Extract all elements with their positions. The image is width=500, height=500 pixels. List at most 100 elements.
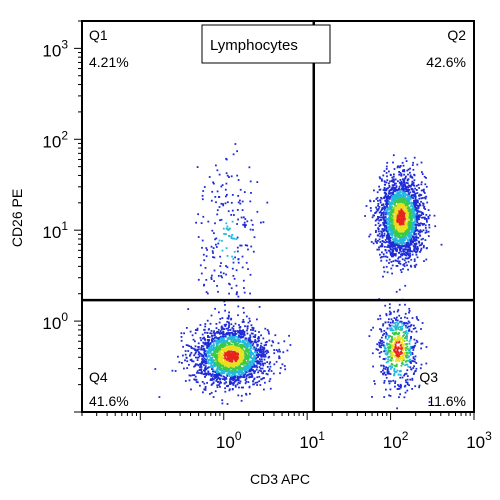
event-dot <box>230 317 233 320</box>
event-dot <box>388 186 391 188</box>
event-dot <box>217 381 219 383</box>
event-dot <box>225 360 227 363</box>
event-dot <box>222 327 225 330</box>
event-dot <box>396 369 399 372</box>
event-dot <box>423 190 425 193</box>
event-dot <box>183 332 185 335</box>
event-dot <box>219 335 222 338</box>
event-dot <box>410 330 413 333</box>
event-dot <box>404 384 407 387</box>
event-dot <box>233 343 236 346</box>
event-dot <box>401 341 403 344</box>
event-dot <box>384 374 387 376</box>
event-dot <box>380 245 383 248</box>
event-dot <box>402 239 404 242</box>
event-dot <box>262 372 264 375</box>
event-dot <box>411 317 414 319</box>
event-dot <box>396 226 399 228</box>
event-dot <box>417 224 420 227</box>
event-dot <box>218 321 221 324</box>
event-dot <box>234 354 236 356</box>
event-dot <box>404 184 407 187</box>
event-dot <box>411 379 414 381</box>
event-dot <box>396 350 399 353</box>
event-dot <box>219 353 221 356</box>
event-dot <box>396 355 399 358</box>
event-dot <box>406 231 409 234</box>
event-dot <box>219 356 222 359</box>
event-dot <box>246 332 249 335</box>
event-dot <box>204 387 207 390</box>
event-dot <box>404 332 406 335</box>
event-dot <box>235 367 237 370</box>
event-dot <box>417 216 419 219</box>
event-dot <box>192 347 195 350</box>
event-dot <box>219 367 222 369</box>
event-dot <box>266 329 269 331</box>
event-dot <box>229 380 232 382</box>
event-dot <box>408 349 411 352</box>
event-dot <box>232 153 235 156</box>
event-dot <box>402 331 405 334</box>
event-dot <box>195 356 197 359</box>
event-dot <box>409 338 412 341</box>
event-dot <box>226 362 228 365</box>
event-dot <box>253 364 256 366</box>
event-dot <box>246 343 249 345</box>
event-dot <box>242 386 244 389</box>
event-dot <box>224 309 226 312</box>
event-dot <box>373 380 376 382</box>
event-dot <box>391 344 394 347</box>
event-dot <box>406 375 409 377</box>
event-dot <box>406 369 409 372</box>
event-dot <box>242 352 245 354</box>
event-dot <box>388 318 390 321</box>
event-dot <box>410 238 413 240</box>
event-dot <box>386 204 388 207</box>
event-dot <box>400 212 403 215</box>
event-dot <box>393 194 395 196</box>
event-dot <box>227 317 230 320</box>
event-dot <box>394 324 397 326</box>
event-dot <box>372 214 375 217</box>
event-dot <box>369 233 372 236</box>
event-dot <box>222 356 225 359</box>
event-dot <box>401 161 404 164</box>
event-dot <box>390 224 393 226</box>
event-dot <box>258 369 261 372</box>
event-dot <box>398 191 401 194</box>
event-dot <box>244 325 246 328</box>
event-dot <box>400 364 403 367</box>
event-dot <box>388 206 391 209</box>
event-dot <box>259 364 262 366</box>
event-dot <box>408 227 411 230</box>
event-dot <box>394 371 396 374</box>
event-dot <box>241 321 244 323</box>
event-dot <box>247 367 250 370</box>
event-dot <box>261 354 263 357</box>
event-dot <box>390 228 393 231</box>
event-dot <box>394 380 397 383</box>
event-dot <box>405 233 408 236</box>
event-dot <box>194 332 197 335</box>
event-dot <box>278 355 281 358</box>
event-dot <box>256 359 259 362</box>
event-dot <box>402 335 404 337</box>
event-dot <box>227 351 230 354</box>
event-dot <box>390 192 393 194</box>
event-dot <box>400 240 403 243</box>
event-dot <box>216 366 219 369</box>
event-dot <box>398 234 401 236</box>
event-dot <box>203 336 205 339</box>
event-dot <box>407 200 410 203</box>
event-dot <box>402 349 405 351</box>
event-dot <box>418 244 421 247</box>
event-dot <box>412 349 415 351</box>
event-dot <box>404 190 407 193</box>
event-dot <box>230 356 233 358</box>
event-dot <box>248 317 251 320</box>
event-dot <box>398 248 401 251</box>
event-dot <box>200 368 203 371</box>
event-dot <box>233 367 235 370</box>
event-dot <box>383 221 386 223</box>
